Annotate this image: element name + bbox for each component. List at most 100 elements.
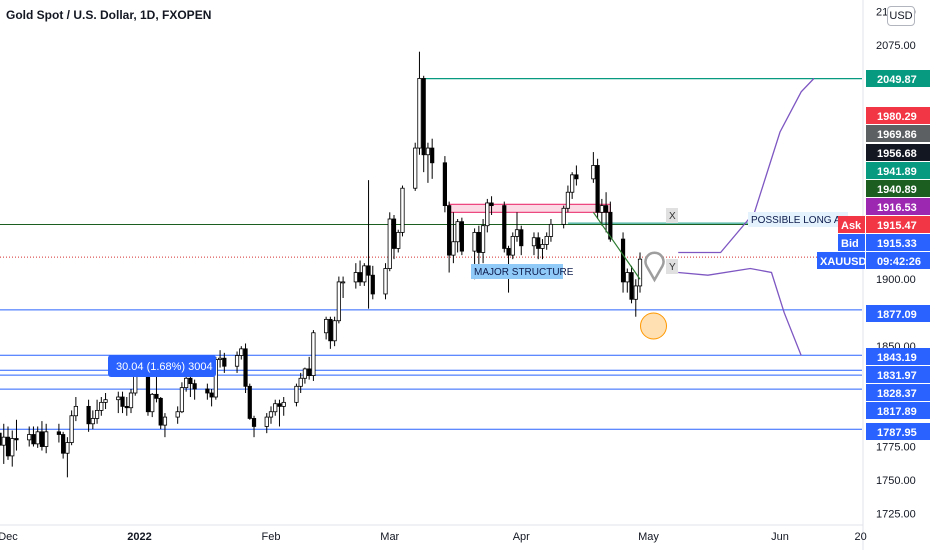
price-label-bg — [866, 348, 930, 365]
candle — [603, 192, 609, 233]
candle — [145, 370, 151, 416]
candle-body — [277, 403, 282, 407]
candle — [633, 279, 638, 317]
candle-body — [620, 238, 626, 283]
price-tag-bg — [838, 234, 865, 251]
price-label: 1831.97 — [877, 370, 917, 382]
candle-body — [510, 235, 515, 256]
price-label: 1916.53 — [877, 202, 917, 214]
candle — [35, 426, 40, 448]
candle-body — [400, 187, 405, 233]
candle-body — [1, 436, 6, 446]
candle-body — [273, 403, 278, 413]
candle — [442, 156, 448, 213]
candle-body — [357, 272, 363, 283]
candle — [239, 346, 244, 360]
candle-body — [451, 241, 456, 256]
candle — [502, 201, 507, 253]
candle — [328, 316, 333, 349]
candle — [31, 426, 36, 447]
price-tag-bg — [817, 252, 865, 269]
candle-body — [324, 318, 329, 334]
candle-body — [281, 401, 286, 407]
possible-long-label-bg — [748, 212, 848, 227]
candle-body — [222, 357, 227, 367]
price-label-bg — [866, 234, 930, 251]
candle — [417, 51, 422, 155]
candle-body — [447, 205, 452, 256]
price-label: 1956.68 — [877, 148, 917, 160]
candle — [5, 426, 11, 460]
price-tag: Bid — [841, 238, 859, 250]
price-label-bg — [866, 305, 930, 322]
price-label-bg — [866, 107, 930, 124]
candle-body — [184, 377, 189, 389]
price-label: 1843.19 — [877, 352, 917, 364]
candle — [447, 201, 452, 273]
x-tick-label: Jun — [771, 531, 789, 543]
candle-body — [175, 411, 180, 418]
currency-button[interactable]: USD — [887, 6, 915, 26]
candle-body — [120, 396, 125, 407]
candle-body — [311, 332, 316, 376]
candle-body — [328, 318, 333, 342]
candle — [421, 75, 426, 173]
candle-body — [340, 281, 346, 284]
candle-body — [133, 373, 138, 394]
candle-body — [0, 432, 2, 446]
candle-body — [150, 393, 155, 413]
price-label: 1915.33 — [877, 238, 917, 250]
candle — [124, 397, 129, 416]
candle-body — [239, 348, 244, 356]
y-tick-label: 1900.00 — [876, 274, 916, 286]
candle — [599, 198, 604, 226]
candle — [485, 198, 490, 233]
candle — [531, 232, 537, 256]
candle-body — [298, 377, 303, 387]
candle — [548, 219, 554, 242]
candle — [637, 252, 643, 293]
candle-body — [366, 265, 371, 276]
candle-body — [179, 387, 185, 413]
possible-long-label: POSSIBLE LONG ABOV — [751, 215, 862, 226]
candle — [302, 367, 308, 384]
price-label-bg — [866, 216, 930, 233]
candle-body — [243, 348, 248, 387]
candle — [128, 388, 134, 414]
candle-body — [99, 401, 104, 411]
candle-body — [353, 272, 358, 283]
candle — [591, 152, 596, 183]
candle — [158, 397, 163, 430]
candle-body — [205, 388, 210, 394]
y-marker: Y — [669, 262, 676, 273]
candle — [247, 383, 252, 420]
candle — [620, 232, 626, 293]
candle — [357, 260, 363, 286]
candle-body — [162, 416, 168, 426]
candle-body — [540, 244, 545, 249]
price-tag: Ask — [841, 220, 862, 232]
y-tick-label: 1750.00 — [876, 475, 916, 487]
candle — [86, 399, 91, 432]
candle-body — [531, 237, 537, 247]
candle — [264, 413, 269, 434]
candle-body — [302, 368, 308, 379]
price-label-bg — [866, 423, 930, 440]
candle — [608, 201, 613, 242]
candle-body — [336, 281, 341, 322]
candle — [175, 406, 180, 424]
candle-body — [86, 405, 91, 425]
candle — [387, 212, 392, 272]
price-tag: XAUUSD — [820, 256, 867, 268]
candle — [209, 388, 214, 407]
candle — [61, 431, 66, 459]
x-marker-bg — [666, 208, 678, 223]
projection-down — [678, 267, 802, 356]
candle-body — [425, 147, 431, 156]
candle-body — [536, 237, 541, 249]
candle-body — [506, 248, 511, 256]
candle — [10, 430, 15, 467]
candle — [340, 276, 346, 298]
supply-zone — [448, 203, 611, 213]
